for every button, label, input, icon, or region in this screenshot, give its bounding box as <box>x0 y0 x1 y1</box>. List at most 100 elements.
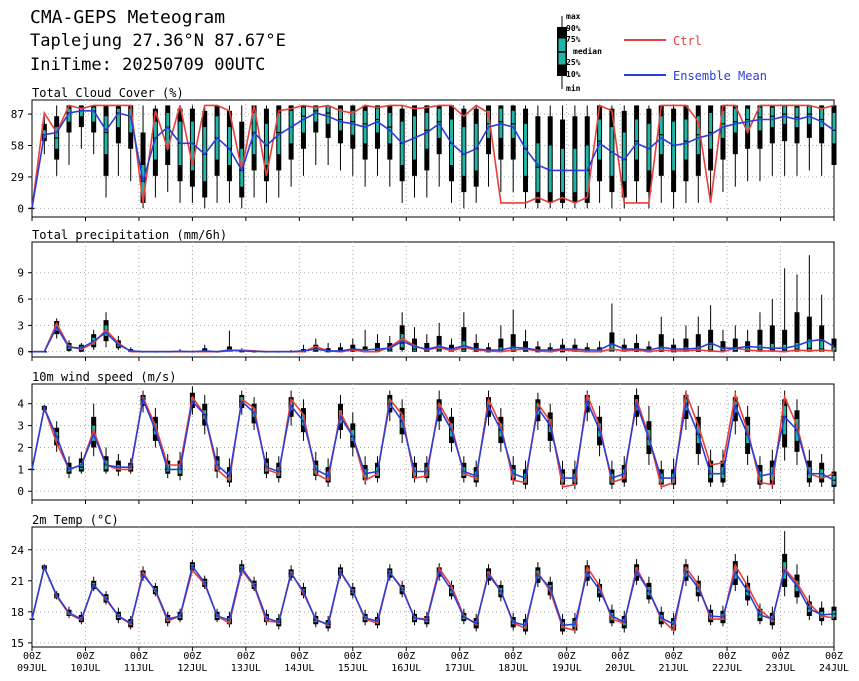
box-outer-10-90 <box>671 344 677 352</box>
box-inner-25-75 <box>104 116 108 155</box>
box-outer-10-90 <box>634 342 640 352</box>
panel-0 <box>28 99 837 221</box>
box-whisker <box>658 316 664 352</box>
box-inner-25-75 <box>622 132 626 182</box>
panel-title: Total Cloud Cover (%) <box>32 86 184 100</box>
box-outer-10-90 <box>572 344 578 352</box>
box-inner-25-75 <box>820 341 824 352</box>
x-tick-label-hour: 00Z <box>344 651 362 662</box>
box-whisker <box>510 309 516 352</box>
box-inner-25-75 <box>721 348 725 352</box>
panel-frame <box>31 526 835 648</box>
box-outer-10-90 <box>202 348 208 352</box>
box-whisker <box>202 105 208 209</box>
box-outer-10-90 <box>535 346 541 352</box>
panel-1 <box>28 241 837 361</box>
box-whisker <box>473 105 479 203</box>
x-tick-label-date: 17JUL <box>445 663 475 674</box>
box-outer-10-90 <box>621 344 627 352</box>
x-tick-label-date: 15JUL <box>338 663 368 674</box>
x-tick-label-date: 13JUL <box>231 663 261 674</box>
y-tick-label: 0 <box>17 346 24 359</box>
box-whisker <box>732 325 738 352</box>
box-whisker <box>757 312 763 352</box>
box-inner-25-75 <box>190 121 194 171</box>
mean-series-line <box>32 325 835 353</box>
box-outer-10-90 <box>806 316 812 352</box>
x-tick-label-date: 09JUL <box>17 663 47 674</box>
box-inner-25-75 <box>610 344 614 352</box>
box-whisker <box>794 274 800 352</box>
box-whisker <box>239 105 245 209</box>
box-inner-25-75 <box>598 349 602 352</box>
x-tick-label-hour: 00Z <box>397 651 415 662</box>
mean-series-line <box>31 396 835 482</box>
box-outer-10-90 <box>473 342 479 352</box>
legend-box-label: median <box>573 46 602 56</box>
box-inner-25-75 <box>67 108 71 122</box>
box-outer-10-90 <box>325 348 331 352</box>
box-whisker <box>708 305 714 352</box>
box-whisker <box>288 105 294 187</box>
box-outer-10-90 <box>695 334 701 352</box>
y-tick-label: 24 <box>11 544 25 557</box>
box-inner-25-75 <box>832 113 836 144</box>
x-tick-label-hour: 00Z <box>290 651 308 662</box>
box-inner-25-75 <box>227 127 231 165</box>
box-inner-25-75 <box>462 127 466 176</box>
box-inner-25-75 <box>820 108 824 128</box>
box-whisker <box>498 325 504 352</box>
panel-2 <box>28 383 837 504</box>
box-inner-25-75 <box>647 349 651 352</box>
box-whisker <box>732 105 738 187</box>
box-whisker <box>819 294 825 352</box>
box-whisker <box>362 329 368 353</box>
box-whisker <box>399 312 405 352</box>
box-whisker <box>819 105 825 176</box>
box-whisker <box>572 105 578 209</box>
box-outer-10-90 <box>782 329 788 352</box>
box-inner-25-75 <box>363 349 367 352</box>
box-inner-25-75 <box>770 107 774 128</box>
box-outer-10-90 <box>683 338 689 352</box>
box-whisker <box>794 105 800 176</box>
box-whisker <box>695 316 701 352</box>
box-inner-25-75 <box>511 346 515 352</box>
box-whisker <box>831 325 837 352</box>
box-whisker <box>634 105 640 203</box>
x-tick-label-hour: 00Z <box>183 651 201 662</box>
location-label: Taplejung 27.36°N 87.67°E <box>30 31 286 51</box>
box-whisker <box>387 335 393 352</box>
box-whisker <box>671 105 677 209</box>
box-outer-10-90 <box>757 329 763 352</box>
box-outer-10-90 <box>498 338 504 352</box>
box-inner-25-75 <box>659 346 663 352</box>
y-tick-label: 15 <box>11 637 24 650</box>
box-whisker <box>658 105 664 203</box>
x-tick-label-date: 23JUL <box>765 663 795 674</box>
x-tick-label-date: 11JUL <box>124 663 154 674</box>
box-inner-25-75 <box>412 344 416 351</box>
box-whisker <box>449 105 455 203</box>
x-tick-label-hour: 00Z <box>665 651 683 662</box>
box-whisker <box>226 330 232 352</box>
box-outer-10-90 <box>720 341 726 352</box>
y-tick-label: 58 <box>11 140 24 153</box>
box-outer-10-90 <box>658 334 664 352</box>
legend-box-label: 75% <box>566 35 581 44</box>
box-outer-10-90 <box>732 338 738 352</box>
x-tick-label-hour: 00Z <box>23 651 41 662</box>
y-tick-label: 87 <box>11 108 24 121</box>
y-tick-label: 21 <box>11 575 24 588</box>
box-whisker <box>745 329 751 352</box>
y-tick-label: 0 <box>17 202 24 215</box>
legend-box-label: 10% <box>566 70 581 79</box>
x-tick-label-date: 10JUL <box>70 663 100 674</box>
legend-ctrl-label: Ctrl <box>673 34 702 48</box>
panel-title: Total precipitation (mm/6h) <box>32 228 227 242</box>
box-whisker <box>214 105 220 203</box>
box-inner-25-75 <box>758 344 762 352</box>
x-tick-label-date: 22JUL <box>712 663 742 674</box>
box-whisker <box>29 207 35 210</box>
box-whisker <box>350 105 356 176</box>
